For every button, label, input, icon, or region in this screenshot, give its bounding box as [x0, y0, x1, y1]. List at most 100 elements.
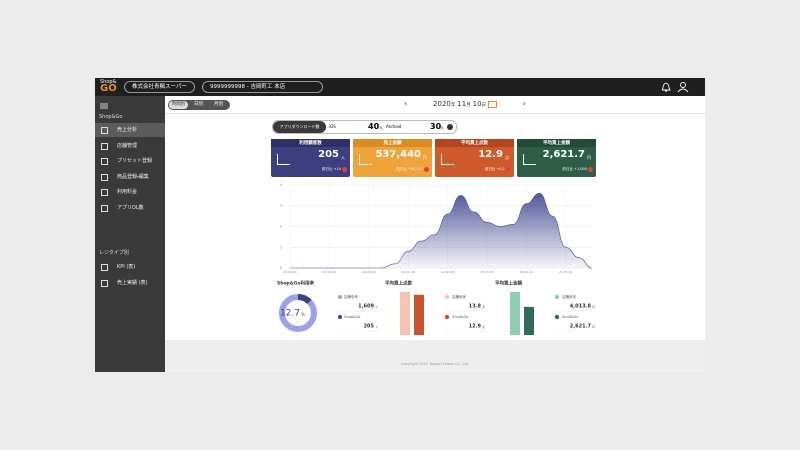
menu-icon: [101, 189, 108, 196]
top-bar: Shop& GO 株式会社青楓スーパー 9999999998 - 吉岡町工 本店: [95, 78, 705, 96]
compare-badge: [588, 167, 593, 172]
legend-unit: 円: [592, 305, 595, 309]
legend-unit: 人: [375, 305, 378, 309]
legend-name: Shop&Go: [344, 315, 360, 319]
menu-item[interactable]: 商品登録・編集: [95, 170, 165, 184]
card-title: 利用顧客数: [299, 141, 322, 146]
legend-value: 12.9: [469, 324, 482, 330]
menu-label: 売上実績 (表): [117, 279, 148, 286]
card-icon: [441, 154, 454, 165]
menu-icon: [101, 158, 108, 165]
tab[interactable]: 時間別: [169, 101, 188, 109]
panel-title: 平均買上金額: [495, 280, 522, 287]
menu-item[interactable]: 売上実績 (表): [95, 276, 165, 290]
android-count: 30: [430, 122, 442, 131]
menu-item[interactable]: 利用料金: [95, 185, 165, 199]
compare-badge: [424, 167, 429, 172]
legend-value: 1,609: [358, 304, 374, 310]
menu-icon[interactable]: [100, 103, 108, 109]
kpi-card[interactable]: 平均買上点数 12.9 点前日比 +0.1: [435, 139, 514, 177]
donut-arc: [297, 294, 312, 305]
calendar-icon[interactable]: [487, 101, 497, 108]
logo: GO: [100, 83, 117, 94]
card-title-bar: [435, 139, 514, 147]
compare-badge: [342, 167, 347, 172]
card-title-bar: [517, 139, 596, 147]
tab[interactable]: 日別: [194, 102, 203, 107]
prev-arrow[interactable]: ‹: [404, 99, 408, 108]
divider: [165, 113, 705, 114]
month-unit: 月: [466, 103, 471, 108]
card-compare: 前日比 +1,000: [562, 167, 587, 171]
year-unit: 年: [450, 103, 456, 108]
panel-title: Shop&Go利用率: [277, 280, 314, 287]
menu-label: 売上分析: [117, 127, 138, 133]
bar: [400, 292, 410, 335]
menu-item[interactable]: 売上分析: [95, 123, 165, 137]
legend-name: 店舗全体: [562, 294, 576, 299]
x-tick-label: 15:00:00: [480, 270, 494, 274]
info-icon[interactable]: [447, 124, 453, 130]
bar: [510, 292, 520, 335]
menu-label: アプリDL数: [117, 204, 144, 211]
card-compare: 前日比 +0.1: [484, 167, 505, 171]
logo-top: Shop&: [100, 79, 117, 85]
legend-value: 4,013.8: [570, 304, 592, 310]
legend-dot: [338, 315, 342, 319]
legend-name: Shop&Go: [452, 315, 468, 319]
card-icon: [359, 154, 372, 165]
menu-item[interactable]: アプリDL数: [95, 201, 165, 215]
day-unit: 日: [481, 103, 487, 108]
menu-icon: [101, 127, 108, 134]
user-icon[interactable]: [680, 82, 686, 88]
day: 10: [472, 100, 482, 108]
downloads-bar: アプリダウンロード数 iOS 40 人 Android 30 人: [272, 120, 457, 134]
menu-icon: [101, 173, 108, 181]
month: 11: [457, 100, 467, 108]
card-title-bar: [353, 139, 432, 147]
year: 2020: [433, 100, 451, 108]
next-arrow[interactable]: ›: [522, 99, 526, 108]
area: [290, 193, 592, 268]
header-icons[interactable]: [662, 81, 692, 93]
x-tick-label: 21:00:00: [559, 270, 573, 274]
legend-name: 店舗全体: [344, 294, 358, 299]
legend-value: 13.8: [469, 304, 482, 310]
date-nav: ‹ 2020年 11月 10日 ›: [390, 97, 540, 111]
footer: Copyright 2020 Toppan Forms Co., Ltd.: [165, 340, 705, 372]
menu-icon: [101, 204, 108, 212]
bar: [414, 294, 424, 335]
y-tick-label: 4: [280, 183, 283, 187]
company-select[interactable]: 株式会社青楓スーパー: [124, 81, 195, 93]
ios-label: iOS: [329, 124, 336, 129]
user-icon-body: [677, 88, 689, 93]
menu-item[interactable]: プリセット登録: [95, 154, 165, 168]
legend-value: 2,621.7: [570, 324, 592, 330]
kpi-card[interactable]: 平均買上金額 2,621.7 円前日比 +1,000: [517, 139, 596, 177]
tab[interactable]: 月別: [214, 102, 223, 107]
legend-dot: [338, 295, 342, 299]
card-unit: 円: [587, 155, 591, 160]
store-select[interactable]: 9999999998 - 吉岡町工 本店: [202, 81, 323, 93]
kpi-card[interactable]: 売上金額 537,440 円前日比 +40,117: [353, 139, 432, 177]
compare-badge: [506, 167, 511, 172]
x-tick-label: 03:00:00: [323, 270, 337, 274]
kpi-card[interactable]: 利用顧客数 205 人前日比 +10: [271, 139, 350, 177]
menu-item[interactable]: 店舗管理: [95, 139, 165, 153]
x-tick-label: 06:00:00: [362, 270, 376, 274]
card-value: 12.9: [478, 149, 503, 160]
legend-name: 店舗全体: [452, 294, 466, 299]
menu-item[interactable]: KPI (表): [95, 260, 165, 274]
android-unit: 人: [440, 125, 444, 130]
card-title: 平均買上点数: [461, 141, 488, 146]
card-title-bar: [271, 139, 350, 147]
x-tick-label: 00:00:00: [283, 270, 297, 274]
x-tick-label: 18:00:00: [520, 270, 534, 274]
menu-icon: [101, 279, 108, 287]
copyright: Copyright 2020 Toppan Forms Co., Ltd.: [400, 362, 470, 366]
bell-icon[interactable]: [662, 82, 671, 92]
menu-label: 商品登録・編集: [117, 173, 149, 180]
legend-unit: 点: [482, 324, 485, 329]
card-compare: 前日比 +40,117: [396, 167, 423, 171]
